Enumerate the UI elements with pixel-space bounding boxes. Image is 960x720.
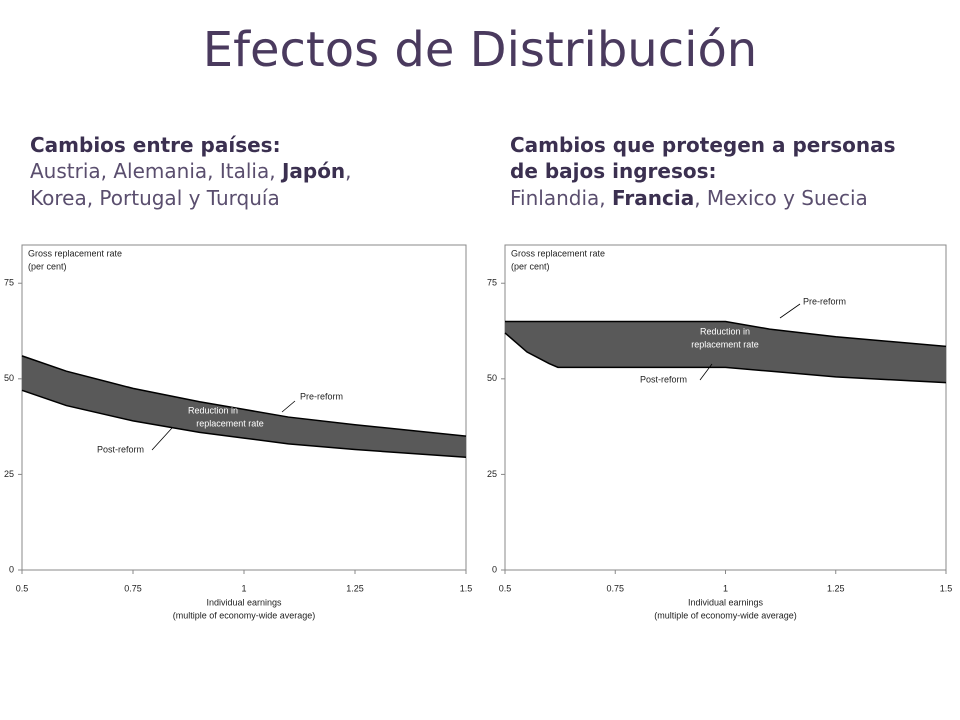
x-tick-label: 1: [723, 583, 728, 593]
x-axis-label: Individual earnings: [688, 597, 764, 607]
leader-line: [151, 427, 173, 451]
caption-text: , Korea, Portugal y Turquía: [30, 159, 352, 210]
reduction-band: [22, 355, 466, 458]
leader-line: [699, 363, 713, 381]
y-axis-label: Gross replacement rate: [28, 248, 122, 258]
x-tick-label: 1: [241, 583, 246, 593]
x-tick-label: 1.5: [460, 583, 473, 593]
caption-text: Finlandia,: [510, 185, 612, 210]
plot-frame: [504, 244, 947, 571]
y-axis-label: (per cent): [28, 261, 67, 271]
leader-line: [281, 400, 296, 413]
x-tick-label: 1.25: [346, 583, 364, 593]
y-tick-label: 75: [4, 278, 14, 288]
series-line: [504, 332, 947, 384]
slide-title: Efectos de Distribución: [202, 22, 758, 78]
y-axis-label: (per cent): [511, 261, 550, 271]
y-axis-label: Gross replacement rate: [511, 248, 605, 258]
caption-text: , Mexico y Suecia: [694, 185, 868, 210]
series-label: Post-reform: [640, 374, 687, 384]
y-tick-label: 50: [4, 373, 14, 383]
x-tick-label: 0.5: [499, 583, 512, 593]
x-axis-label: (multiple of economy-wide average): [654, 610, 797, 620]
leader-line: [779, 303, 801, 319]
x-tick-label: 0.75: [124, 583, 142, 593]
annotation: Reduction in: [700, 326, 750, 336]
y-tick-label: 50: [487, 373, 497, 383]
series-line: [21, 355, 467, 437]
series-label: Pre-reform: [803, 296, 846, 306]
x-axis-label: (multiple of economy-wide average): [173, 610, 316, 620]
y-tick-label: 25: [487, 469, 497, 479]
x-tick-label: 1.25: [827, 583, 845, 593]
series-label: Post-reform: [97, 444, 144, 454]
caption: Cambios que protegen a personas de bajos…: [510, 132, 900, 211]
y-tick-label: 75: [487, 278, 497, 288]
series-label: Pre-reform: [300, 391, 343, 401]
y-tick-label: 25: [4, 469, 14, 479]
series-line: [21, 389, 467, 458]
caption-heading: Cambios entre países:: [30, 133, 281, 157]
caption-text: Austria, Alemania, Italia,: [30, 159, 282, 184]
caption-text: Francia: [612, 185, 695, 210]
caption-heading: Cambios que protegen a personas de bajos…: [510, 133, 896, 184]
annotation: Reduction in: [188, 405, 238, 415]
y-tick-label: 0: [492, 564, 497, 574]
x-axis-label: Individual earnings: [206, 597, 282, 607]
y-tick-label: 0: [9, 564, 14, 574]
annotation: replacement rate: [196, 418, 264, 428]
x-tick-label: 0.75: [606, 583, 624, 593]
caption: Cambios entre países: Austria, Alemania, …: [30, 132, 400, 211]
x-tick-label: 1.5: [940, 583, 953, 593]
caption-text: Japón: [281, 159, 346, 184]
annotation: replacement rate: [691, 339, 759, 349]
series-line: [505, 320, 947, 348]
x-tick-label: 0.5: [16, 583, 29, 593]
